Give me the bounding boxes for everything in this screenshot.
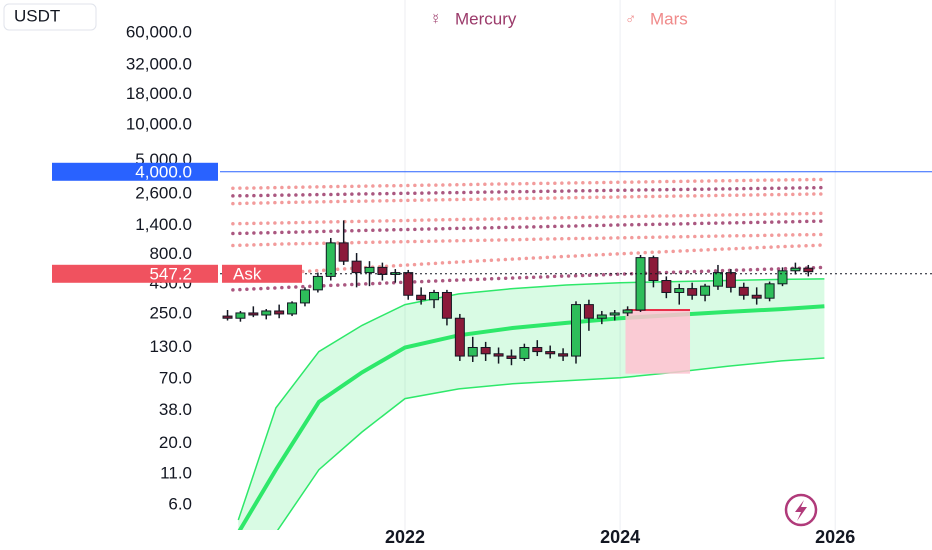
planet-dots [231,177,827,191]
currency-button[interactable] [3,3,97,31]
candle-body [429,291,440,301]
y-tick-label: 130.0 [149,337,192,356]
candle-body [454,317,465,357]
y-tick-label: 32,000.0 [126,55,192,74]
legend-symbol: ♂ [625,11,636,28]
candle-body [764,283,775,299]
candle-body [325,242,336,277]
candle-body [648,257,659,282]
candle-body [751,294,762,299]
candle-body [493,353,504,357]
replay-icon[interactable] [784,493,818,527]
price-label: 4,000.0 [135,162,192,181]
candle-body [403,272,414,296]
price-label-box [52,162,218,181]
candle-body [545,351,556,355]
candle-body [261,310,272,316]
legend-label: Mercury [455,9,517,28]
candle-body [532,346,543,353]
candle-body [674,288,685,293]
candle-body [558,353,569,357]
candle-body [635,257,646,311]
highlight-zone [625,310,691,374]
x-tick-label: 2026 [815,527,855,547]
price-tag: Ask [233,264,262,283]
band-area [238,278,825,530]
candle-body [725,272,736,288]
candle-body [299,289,310,304]
y-tick-label: 60,000.0 [126,22,192,41]
candle-body [377,266,388,275]
candle-body [571,304,581,357]
candle-body [790,267,801,272]
y-tick-label: 1,400.0 [135,215,192,234]
candle-body [441,291,452,319]
y-tick-label: 6.0 [168,495,192,514]
currency-label: USDT [14,6,60,25]
candle-body [777,270,788,285]
candle-body [609,312,620,316]
y-tick-label: 20.0 [159,433,192,452]
candle-body [364,266,375,274]
y-tick-label: 10,000.0 [126,114,192,133]
price-label-box [52,264,218,283]
x-tick-label: 2024 [600,527,640,547]
y-tick-label: 800.0 [149,244,192,263]
y-tick-label: 70.0 [159,369,192,388]
candle-body [480,346,491,355]
legend-symbol: ☿ [430,11,441,28]
candle-body [248,312,259,316]
icon-bolt [795,500,807,521]
candle-body [687,288,698,296]
band-lower [276,357,825,530]
planet-dots [231,219,827,236]
candle-body [506,355,517,359]
y-tick-label: 2,600.0 [135,183,192,202]
candle-body [519,346,530,359]
candle-body [738,286,749,296]
price-label: 547.2 [149,264,192,283]
y-tick-label: 250.0 [149,303,192,322]
candle-body [338,242,349,262]
grid [404,0,836,530]
candle-body [222,315,233,319]
candle-body [622,309,633,314]
legend-label: Mars [650,9,688,28]
x-tick-label: 2022 [385,527,425,547]
band-center [237,304,825,530]
planet-dots [231,265,827,292]
candle-body [351,260,362,274]
y-tick-label: 38.0 [159,400,192,419]
candle-body [712,272,723,287]
candle-body [235,312,246,319]
y-tick-label: 11.0 [160,464,192,483]
candle-body [287,302,298,315]
plot-area: Ask [220,171,932,530]
candle-body [467,346,478,357]
candle-body [596,314,607,319]
planet-dots [231,232,827,248]
candle-body [312,275,323,291]
candle-body [803,267,814,273]
planet-dots [231,211,827,226]
price-tag-box [222,264,302,283]
candle-body [583,304,594,319]
candle-body [700,285,711,296]
planet-dots [231,192,827,206]
planet-dots [231,185,827,198]
axes: 2022 2024 2026 6.0 11.0 20.0 38.0 70.0 130.0 250.… [52,22,855,547]
candle-body [661,280,672,293]
candle-body [416,294,427,301]
y-tick-label: 18,000.0 [126,84,192,103]
currency-box[interactable]: USDT [3,3,97,31]
candle-body [274,310,285,315]
